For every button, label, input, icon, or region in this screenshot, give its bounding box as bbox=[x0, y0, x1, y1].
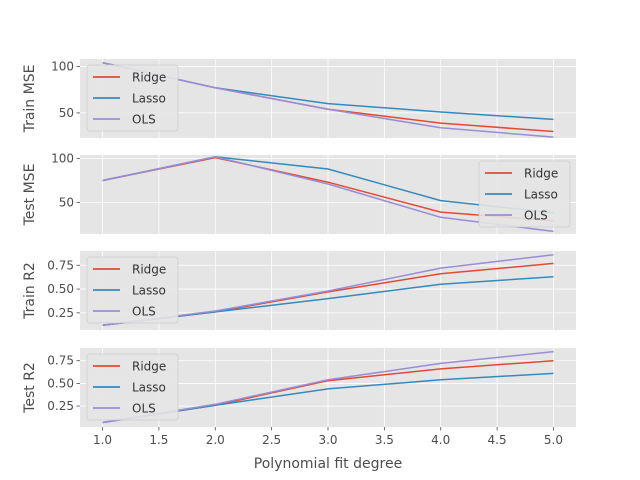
panel-2: 0.25 0.50 0.75 Train R2 Ridge Lasso OLS bbox=[22, 251, 576, 330]
legend-label-ols: OLS bbox=[132, 402, 156, 416]
x-tick-label: 4.5 bbox=[488, 433, 507, 447]
x-tick-label: 2.0 bbox=[206, 433, 225, 447]
x-tick-label: 1.5 bbox=[149, 433, 168, 447]
legend-box bbox=[86, 64, 179, 132]
x-tick-label: 2.5 bbox=[262, 433, 281, 447]
x-tick-label: 5.0 bbox=[544, 433, 563, 447]
legend: Ridge Lasso OLS bbox=[478, 160, 571, 228]
y-tick-label: 100 bbox=[51, 152, 74, 166]
legend-label-ridge: Ridge bbox=[132, 263, 166, 277]
legend-box bbox=[478, 160, 571, 228]
legend-label-ridge: Ridge bbox=[524, 167, 558, 181]
y-axis-label: Train MSE bbox=[22, 65, 38, 134]
panel-3: 0.25 0.50 0.75 Test R2 Ridge Lasso OLS 1.0 1.5 2.… bbox=[22, 348, 576, 472]
x-tick-label: 1.0 bbox=[93, 433, 112, 447]
y-tick-label: 0.50 bbox=[47, 282, 74, 296]
x-tick-label: 3.5 bbox=[375, 433, 394, 447]
x-tick-label: 4.0 bbox=[431, 433, 450, 447]
legend: Ridge Lasso OLS bbox=[86, 256, 179, 324]
y-tick-label: 0.75 bbox=[47, 258, 74, 272]
legend-label-ridge: Ridge bbox=[132, 360, 166, 374]
y-tick-label: 100 bbox=[51, 59, 74, 73]
legend-box bbox=[86, 256, 179, 324]
y-tick-label: 0.75 bbox=[47, 354, 74, 368]
legend-label-ols: OLS bbox=[132, 305, 156, 319]
legend-label-lasso: Lasso bbox=[524, 188, 558, 202]
legend-label-ridge: Ridge bbox=[132, 71, 166, 85]
legend: Ridge Lasso OLS bbox=[86, 353, 179, 421]
y-axis-label: Test MSE bbox=[22, 164, 38, 227]
series-line-ols bbox=[102, 156, 554, 233]
y-tick-label: 0.50 bbox=[47, 376, 74, 390]
legend-label-ols: OLS bbox=[524, 209, 548, 223]
x-axis-label: Polynomial fit degree bbox=[254, 456, 402, 472]
y-tick-label: 0.25 bbox=[47, 399, 74, 413]
y-axis-label: Test R2 bbox=[22, 362, 38, 414]
panel-0: 50 100 Train MSE Ridge Lasso OLS bbox=[22, 59, 576, 138]
legend-label-lasso: Lasso bbox=[132, 92, 166, 106]
y-axis-label: Train R2 bbox=[22, 262, 38, 320]
legend: Ridge Lasso OLS bbox=[86, 64, 179, 132]
x-tick-label: 3.0 bbox=[318, 433, 337, 447]
y-tick-label: 50 bbox=[59, 106, 74, 120]
legend-label-lasso: Lasso bbox=[132, 381, 166, 395]
panel-1: 50 100 Test MSE Ridge Lasso OLS bbox=[22, 152, 576, 234]
legend-label-lasso: Lasso bbox=[132, 284, 166, 298]
y-tick-label: 50 bbox=[59, 195, 74, 209]
legend-box bbox=[86, 353, 179, 421]
legend-label-ols: OLS bbox=[132, 113, 156, 127]
y-tick-label: 0.25 bbox=[47, 306, 74, 320]
